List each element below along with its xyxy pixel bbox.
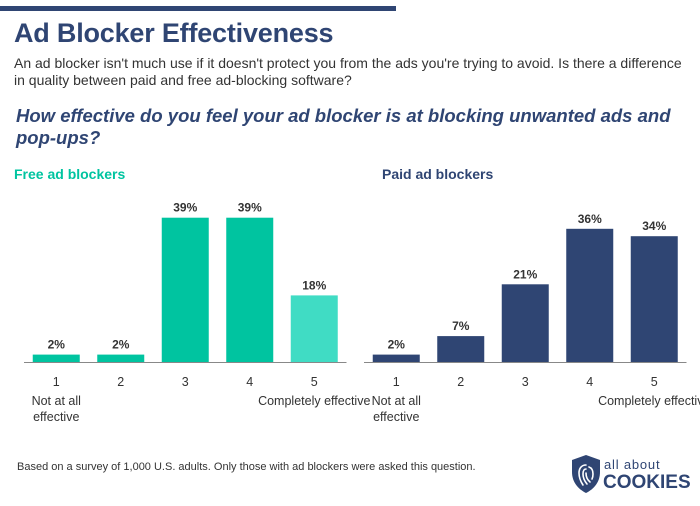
paid-tick-label-4: 4 bbox=[586, 375, 593, 389]
paid-value-label-3: 21% bbox=[513, 267, 537, 281]
free-tick-label-3: 3 bbox=[182, 375, 189, 389]
free-tick-label-1: 1 bbox=[53, 375, 60, 389]
top-rule bbox=[0, 6, 396, 11]
free-value-label-4: 39% bbox=[238, 201, 262, 215]
free-tick-label-4: 4 bbox=[246, 375, 253, 389]
free-bar-1 bbox=[32, 354, 80, 362]
paid-bar-3 bbox=[501, 284, 549, 362]
shield-fingerprint-icon bbox=[572, 455, 600, 493]
page-title: Ad Blocker Effectiveness bbox=[14, 18, 334, 48]
paid-chart-title: Paid ad blockers bbox=[382, 166, 493, 182]
free-bar-3 bbox=[161, 217, 209, 362]
free-chart-title: Free ad blockers bbox=[14, 166, 125, 182]
paid-value-label-4: 36% bbox=[578, 212, 602, 226]
paid-tick-label-1: 1 bbox=[393, 375, 400, 389]
paid-tick-note-1-line-2: effective bbox=[373, 410, 419, 424]
paid-tick-label-3: 3 bbox=[522, 375, 529, 389]
free-tick-note-1-line-1: Not at all bbox=[32, 394, 81, 408]
paid-value-label-1: 2% bbox=[388, 338, 406, 352]
paid-tick-note-1-line-1: Not at all bbox=[372, 394, 421, 408]
logo-top-text: all about bbox=[604, 457, 660, 472]
all-about-cookies-logo: all about COOKIES bbox=[572, 455, 690, 493]
free-tick-note-1-line-2: effective bbox=[33, 410, 79, 424]
paid-bar-2 bbox=[437, 336, 485, 362]
free-tick-note-5-line-1: Completely effective bbox=[258, 394, 370, 408]
paid-value-label-5: 34% bbox=[642, 219, 666, 233]
paid-tick-note-5-line-1: Completely effective bbox=[598, 394, 700, 408]
free-value-label-2: 2% bbox=[112, 338, 130, 352]
free-bar-2 bbox=[97, 354, 145, 362]
paid-tick-label-2: 2 bbox=[457, 375, 464, 389]
free-tick-label-5: 5 bbox=[311, 375, 318, 389]
free-tick-label-2: 2 bbox=[117, 375, 124, 389]
paid-tick-label-5: 5 bbox=[651, 375, 658, 389]
logo-bottom-text: COOKIES bbox=[603, 472, 690, 493]
free-bar-4 bbox=[226, 217, 274, 362]
paid-bar-1 bbox=[372, 354, 420, 362]
free-value-label-5: 18% bbox=[302, 278, 326, 292]
free-value-label-3: 39% bbox=[173, 201, 197, 215]
free-bar-5 bbox=[290, 295, 338, 362]
footnote: Based on a survey of 1,000 U.S. adults. … bbox=[17, 461, 476, 473]
free-value-label-1: 2% bbox=[48, 338, 66, 352]
page-subtitle: An ad blocker isn't much use if it doesn… bbox=[14, 55, 682, 88]
paid-value-label-2: 7% bbox=[452, 319, 470, 333]
paid-bar-5 bbox=[630, 236, 678, 362]
survey-question: How effective do you feel your ad blocke… bbox=[16, 105, 671, 148]
bar-charts: Free ad blockers 2% 1 Not at all effective 2%… bbox=[14, 166, 700, 424]
paid-bar-4 bbox=[566, 228, 614, 362]
